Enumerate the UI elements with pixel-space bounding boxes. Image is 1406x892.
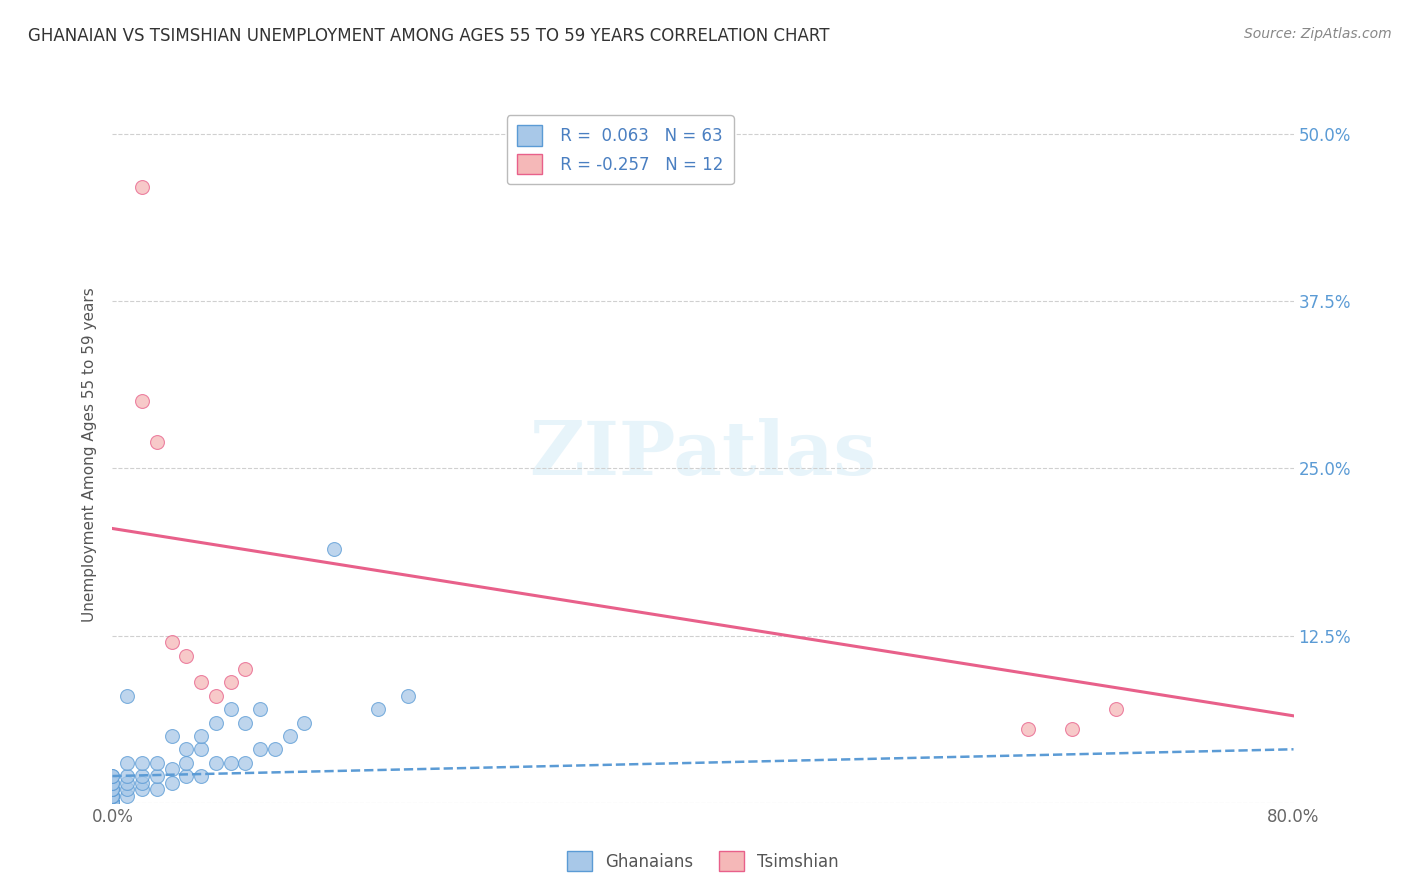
Point xyxy=(101,769,124,783)
Point xyxy=(101,796,124,810)
Point xyxy=(131,782,153,797)
Point xyxy=(101,789,124,803)
Point xyxy=(101,796,124,810)
Point xyxy=(233,715,256,730)
Point xyxy=(101,796,124,810)
Point xyxy=(101,782,124,797)
Point xyxy=(131,775,153,790)
Point xyxy=(205,689,228,703)
Point xyxy=(233,662,256,676)
Point xyxy=(117,756,138,770)
Point xyxy=(174,648,197,663)
Point xyxy=(1105,702,1128,716)
Point xyxy=(146,769,169,783)
Point xyxy=(219,702,242,716)
Point xyxy=(219,675,242,690)
Point xyxy=(101,775,124,790)
Point xyxy=(146,782,169,797)
Point xyxy=(131,769,153,783)
Point xyxy=(1017,723,1039,737)
Point xyxy=(117,782,138,797)
Point xyxy=(101,796,124,810)
Text: ZIPatlas: ZIPatlas xyxy=(530,418,876,491)
Point xyxy=(101,789,124,803)
Point xyxy=(101,796,124,810)
Point xyxy=(323,541,346,556)
Point xyxy=(174,769,197,783)
Point xyxy=(101,789,124,803)
Y-axis label: Unemployment Among Ages 55 to 59 years: Unemployment Among Ages 55 to 59 years xyxy=(82,287,97,623)
Point xyxy=(190,729,212,743)
Point xyxy=(249,742,271,756)
Point xyxy=(131,394,153,409)
Point xyxy=(219,756,242,770)
Point xyxy=(101,769,124,783)
Point xyxy=(233,756,256,770)
Point xyxy=(190,675,212,690)
Point xyxy=(1062,723,1084,737)
Point xyxy=(146,434,169,449)
Point xyxy=(101,789,124,803)
Point xyxy=(160,762,183,776)
Point xyxy=(101,796,124,810)
Point xyxy=(205,715,228,730)
Legend: Ghanaians, Tsimshian: Ghanaians, Tsimshian xyxy=(561,845,845,878)
Point xyxy=(101,796,124,810)
Point xyxy=(160,635,183,649)
Text: GHANAIAN VS TSIMSHIAN UNEMPLOYMENT AMONG AGES 55 TO 59 YEARS CORRELATION CHART: GHANAIAN VS TSIMSHIAN UNEMPLOYMENT AMONG… xyxy=(28,27,830,45)
Point xyxy=(249,702,271,716)
Point xyxy=(160,729,183,743)
Point xyxy=(117,769,138,783)
Point xyxy=(101,796,124,810)
Point xyxy=(174,742,197,756)
Point xyxy=(396,689,419,703)
Point xyxy=(174,756,197,770)
Point xyxy=(101,796,124,810)
Point xyxy=(101,782,124,797)
Point xyxy=(190,742,212,756)
Point xyxy=(101,796,124,810)
Point xyxy=(205,756,228,770)
Point xyxy=(101,775,124,790)
Point xyxy=(190,769,212,783)
Point xyxy=(264,742,287,756)
Point xyxy=(117,789,138,803)
Point xyxy=(117,775,138,790)
Point xyxy=(101,796,124,810)
Point xyxy=(292,715,315,730)
Point xyxy=(101,796,124,810)
Point xyxy=(101,796,124,810)
Point xyxy=(278,729,301,743)
Point xyxy=(146,756,169,770)
Point xyxy=(160,775,183,790)
Point xyxy=(101,796,124,810)
Point xyxy=(131,756,153,770)
Text: Source: ZipAtlas.com: Source: ZipAtlas.com xyxy=(1244,27,1392,41)
Point xyxy=(367,702,389,716)
Point xyxy=(101,796,124,810)
Point xyxy=(101,796,124,810)
Point xyxy=(117,689,138,703)
Point xyxy=(131,180,153,194)
Point xyxy=(101,782,124,797)
